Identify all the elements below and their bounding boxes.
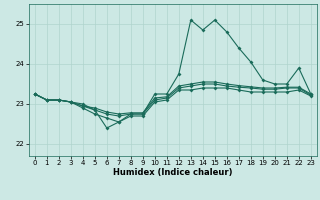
X-axis label: Humidex (Indice chaleur): Humidex (Indice chaleur)	[113, 168, 233, 177]
